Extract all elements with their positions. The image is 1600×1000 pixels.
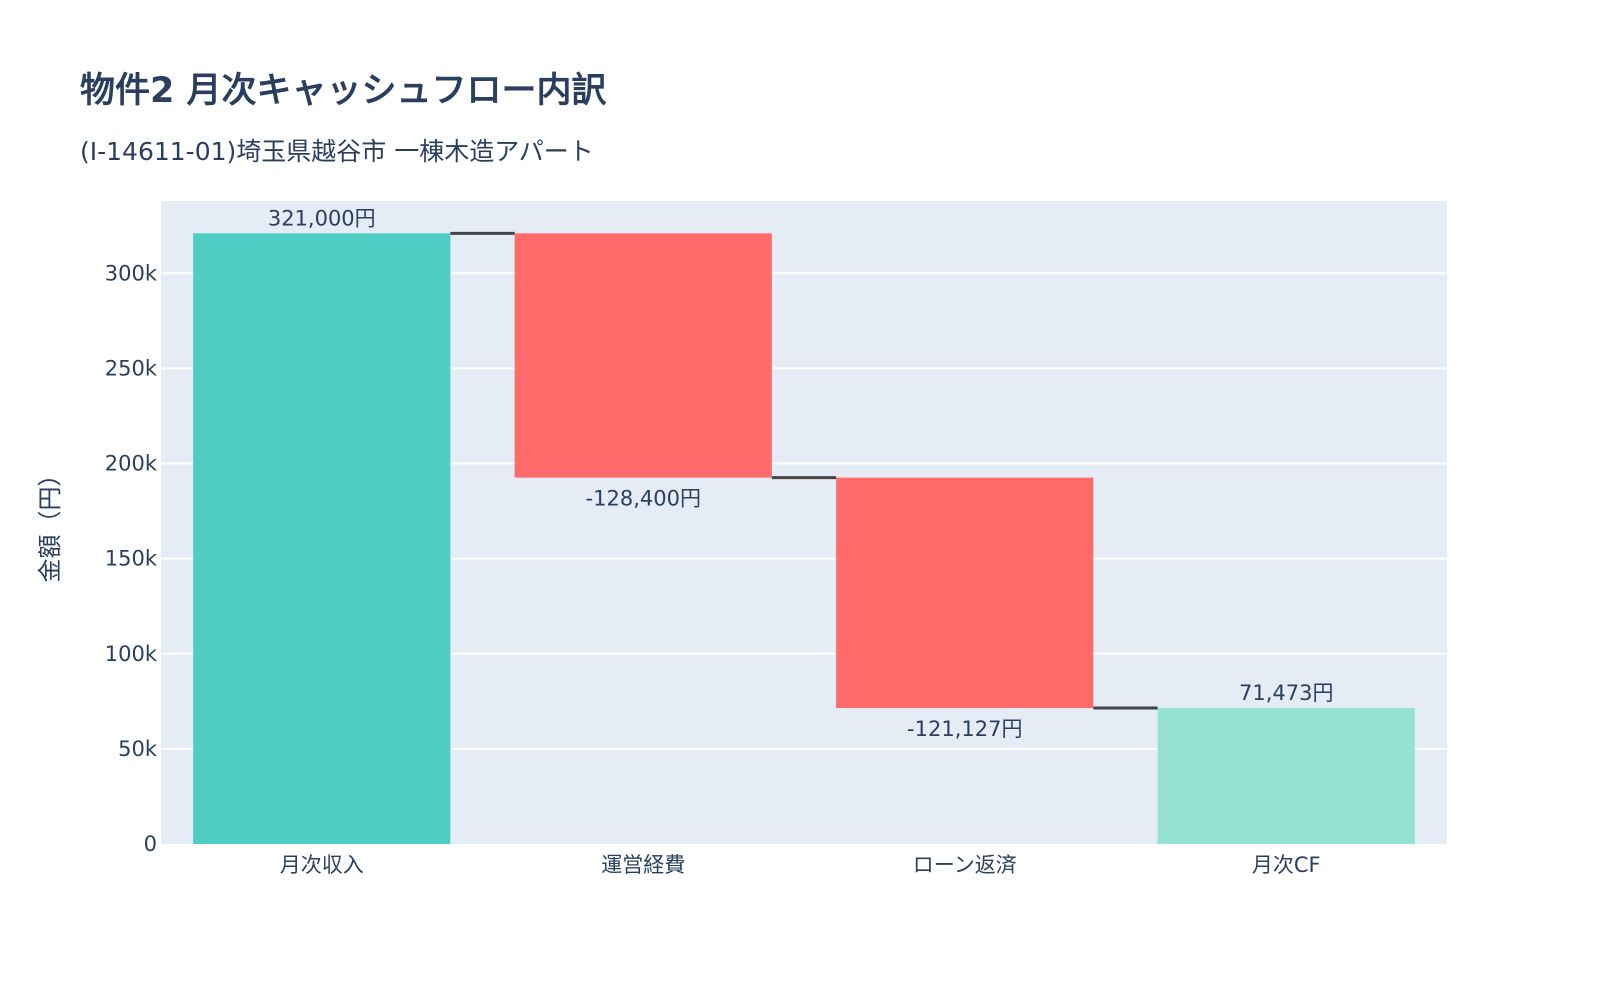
data-label: 321,000円 <box>268 206 376 230</box>
y-tick-label: 150k <box>105 547 158 571</box>
x-tick-label: 月次収入 <box>280 853 364 877</box>
x-tick-label: ローン返済 <box>913 853 1017 877</box>
y-tick-label: 0 <box>144 832 157 856</box>
y-axis-title: 金額（円） <box>36 463 64 583</box>
y-tick-label: 100k <box>105 642 158 666</box>
y-tick-label: 300k <box>105 261 158 285</box>
x-tick-label: 運営経費 <box>601 853 685 877</box>
x-tick-label: 月次CF <box>1252 853 1321 877</box>
bar-3 <box>836 477 1094 709</box>
bar-1 <box>193 233 451 845</box>
chart-subtitle: (I-14611-01)埼玉県越谷市 一棟木造アパート <box>80 137 594 166</box>
data-label: -128,400円 <box>586 487 701 511</box>
data-label: -121,127円 <box>907 717 1022 741</box>
chart-title: 物件2 月次キャッシュフロー内訳 <box>80 71 607 111</box>
bar-2 <box>514 233 772 478</box>
y-tick-label: 250k <box>105 356 158 380</box>
y-tick-label: 50k <box>118 737 158 761</box>
data-label: 71,473円 <box>1239 681 1333 705</box>
bar-4 <box>1157 708 1415 844</box>
y-tick-label: 200k <box>105 452 158 476</box>
